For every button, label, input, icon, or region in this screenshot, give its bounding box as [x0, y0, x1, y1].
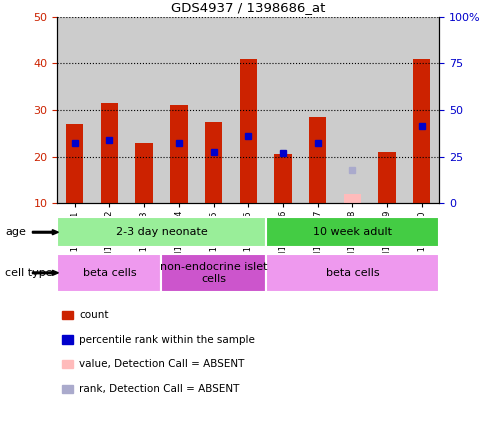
Bar [231, 17, 265, 203]
Title: GDS4937 / 1398686_at: GDS4937 / 1398686_at [171, 1, 325, 14]
Bar [162, 17, 196, 203]
Bar [57, 254, 162, 292]
Bar [92, 17, 127, 203]
Text: cell type: cell type [5, 268, 52, 278]
Bar [265, 17, 300, 203]
Text: beta cells: beta cells [325, 268, 379, 278]
Text: count: count [79, 310, 109, 320]
Bar [162, 254, 265, 292]
Bar [404, 17, 439, 203]
Bar [309, 117, 326, 203]
Text: age: age [5, 227, 26, 237]
Bar [265, 217, 439, 247]
Bar [300, 17, 335, 203]
Bar [370, 17, 404, 203]
Bar [265, 254, 439, 292]
Bar [413, 59, 431, 203]
Bar [101, 103, 118, 203]
Bar [170, 105, 188, 203]
Bar [57, 17, 92, 203]
Bar [335, 17, 370, 203]
Text: non-endocrine islet
cells: non-endocrine islet cells [160, 262, 267, 284]
Bar [205, 122, 222, 203]
Text: beta cells: beta cells [83, 268, 136, 278]
Bar [127, 17, 162, 203]
Bar [274, 154, 291, 203]
Text: 2-3 day neonate: 2-3 day neonate [116, 227, 208, 237]
Bar [57, 217, 265, 247]
Bar [344, 194, 361, 203]
Bar [378, 152, 396, 203]
Text: rank, Detection Call = ABSENT: rank, Detection Call = ABSENT [79, 384, 240, 394]
Bar [135, 143, 153, 203]
Text: percentile rank within the sample: percentile rank within the sample [79, 335, 255, 345]
Bar [66, 124, 83, 203]
Bar [196, 17, 231, 203]
Text: 10 week adult: 10 week adult [313, 227, 392, 237]
Bar [240, 59, 257, 203]
Text: value, Detection Call = ABSENT: value, Detection Call = ABSENT [79, 359, 245, 369]
